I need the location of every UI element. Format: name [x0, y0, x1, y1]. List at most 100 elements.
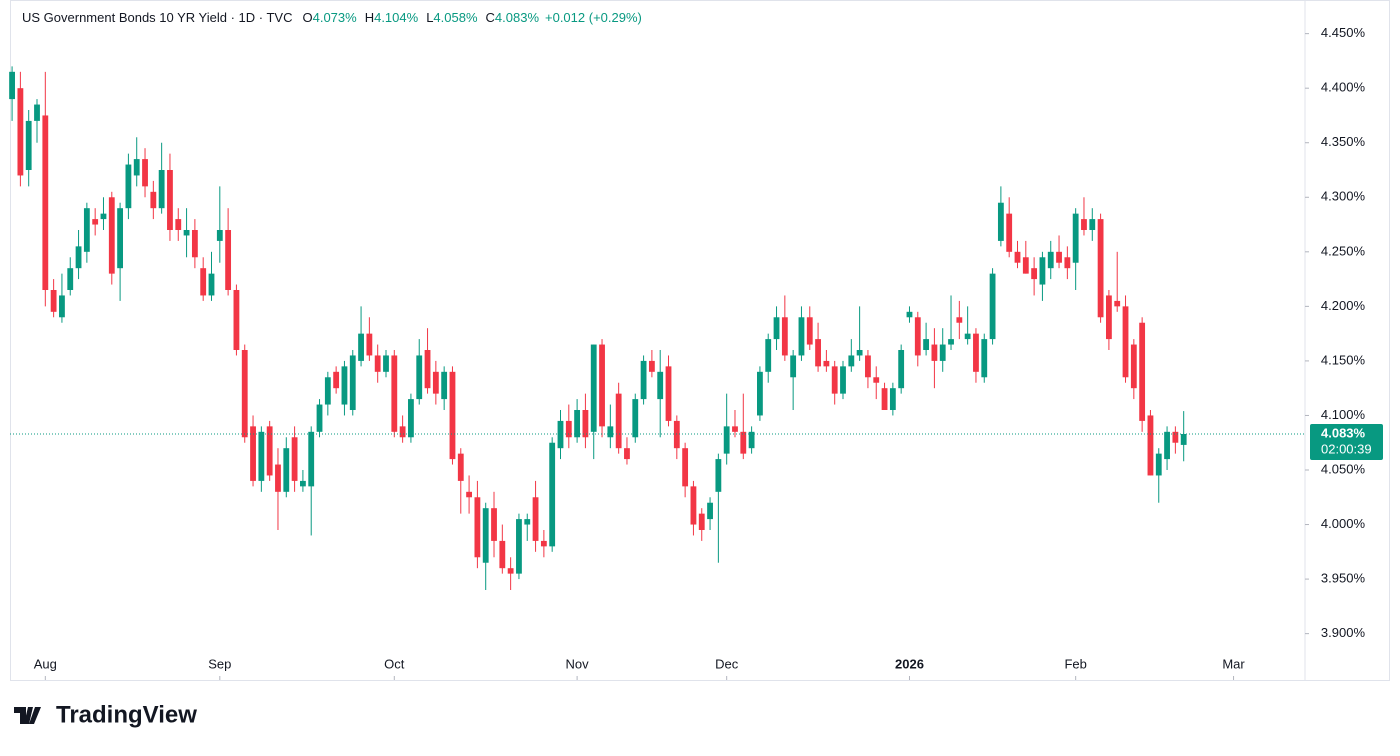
candle-body — [383, 355, 389, 372]
candle-body — [906, 311, 913, 318]
candle-body — [17, 88, 24, 176]
brand: TradingView — [56, 701, 197, 728]
legend-key: C — [486, 10, 495, 25]
candle-body — [665, 366, 672, 421]
candle-body — [75, 246, 82, 269]
y-tick-label: 4.200% — [1321, 298, 1366, 313]
candle-body — [266, 426, 273, 476]
candle-body — [67, 268, 74, 290]
candle-body — [798, 317, 805, 356]
candle-body — [582, 410, 589, 438]
candle-body — [781, 317, 788, 356]
candle-body — [349, 355, 356, 410]
candle-body — [50, 290, 57, 312]
candle-body — [540, 540, 547, 547]
candle-body — [931, 344, 938, 361]
candle-body — [1139, 322, 1146, 421]
candle-body — [956, 317, 963, 323]
candle-body — [366, 333, 373, 356]
x-tick-label: Nov — [566, 656, 590, 671]
candle-body — [673, 420, 680, 449]
y-tick-label: 4.050% — [1321, 461, 1366, 476]
candle-body — [299, 480, 306, 487]
candle-body — [690, 486, 697, 525]
candle-body — [607, 426, 614, 438]
candle-body — [757, 371, 763, 416]
y-tick-label: 3.900% — [1321, 625, 1366, 640]
x-tick-label: Sep — [208, 656, 231, 671]
candle-body — [698, 513, 705, 530]
candle-body — [408, 399, 414, 438]
candle-body — [964, 333, 971, 340]
y-tick-label: 3.950% — [1321, 571, 1366, 586]
x-tick-label: Aug — [34, 656, 57, 671]
candle-body — [42, 115, 49, 290]
candle-body — [291, 437, 298, 481]
candle-body — [241, 350, 248, 438]
x-tick-label: Oct — [384, 656, 405, 671]
candle-body — [914, 317, 921, 356]
candle-body — [258, 431, 265, 481]
candle-body — [948, 339, 954, 345]
candle-body — [516, 519, 522, 574]
last-price-label: 4.083% — [1321, 425, 1366, 440]
candle-body — [34, 104, 40, 121]
candle-body — [823, 360, 830, 367]
candle-body — [848, 355, 855, 367]
candle-body — [599, 344, 605, 427]
candle-body — [1064, 257, 1071, 269]
candle-body — [707, 502, 713, 520]
candle-body — [549, 442, 556, 547]
candle-body — [333, 371, 340, 389]
candle-body — [898, 350, 905, 389]
candle-body — [200, 268, 207, 296]
candle-body — [1072, 213, 1079, 263]
candle-body — [1122, 306, 1129, 378]
candle-body — [873, 377, 880, 383]
candle-body — [391, 355, 398, 432]
y-tick-label: 4.250% — [1321, 243, 1366, 258]
candle-body — [225, 230, 232, 290]
candle-body — [790, 355, 797, 378]
last-price-box — [1310, 424, 1383, 460]
candle-body — [449, 371, 456, 460]
candle-body — [158, 170, 165, 209]
candle-body — [474, 497, 481, 558]
candle-body — [424, 350, 431, 389]
candle-body — [9, 71, 15, 100]
candle-body — [732, 426, 738, 432]
candle-body — [83, 208, 90, 252]
candle-body — [989, 273, 996, 340]
candle-body — [748, 431, 755, 449]
candle-body — [640, 360, 647, 400]
candle-body — [973, 333, 979, 372]
candle-body — [275, 464, 281, 492]
candle-body — [923, 339, 930, 350]
candle-body — [1089, 219, 1096, 230]
legend-key: L — [426, 10, 433, 25]
candle-body — [740, 431, 747, 454]
candle-body — [624, 448, 630, 460]
candle-body — [167, 170, 173, 230]
candle-body — [881, 388, 888, 410]
x-tick-label: Feb — [1064, 656, 1086, 671]
candle-body — [715, 459, 722, 492]
candle-body — [308, 431, 315, 487]
x-tick-label: Dec — [715, 656, 739, 671]
candle-body — [574, 410, 581, 438]
y-tick-label: 4.350% — [1321, 134, 1366, 149]
candle-body — [491, 508, 497, 541]
y-tick-label: 4.150% — [1321, 352, 1366, 367]
candle-body — [1114, 300, 1121, 307]
candle-body — [939, 344, 946, 361]
legend-value: 4.058% — [433, 10, 478, 25]
x-tick-label: Mar — [1222, 656, 1245, 671]
legend-key: O — [302, 10, 312, 25]
y-tick-label: 4.300% — [1321, 189, 1366, 204]
candle-body — [1006, 213, 1013, 252]
candle-body — [1155, 453, 1162, 476]
candle-body — [250, 426, 256, 481]
candle-body — [142, 159, 148, 187]
candle-body — [341, 366, 348, 405]
